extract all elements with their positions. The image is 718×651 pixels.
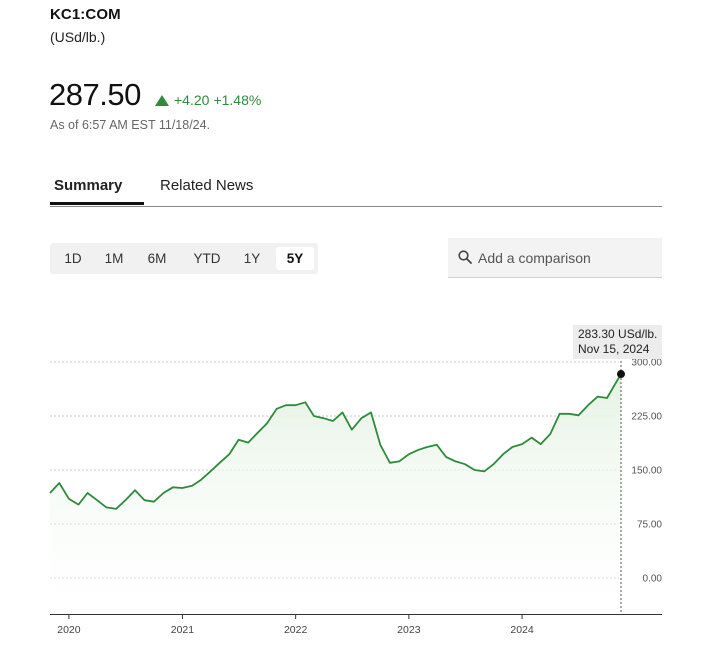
ticker-symbol: KC1:COM — [50, 6, 121, 23]
price-change: +4.20 +1.48% — [155, 92, 261, 108]
last-price: 287.50 — [49, 77, 141, 112]
y-tick-label: 150.00 — [631, 466, 662, 477]
latest-point-marker — [617, 370, 625, 379]
x-tick-label: 2024 — [510, 624, 534, 636]
y-tick-label: 300.00 — [631, 358, 662, 369]
comparison-input[interactable] — [478, 247, 656, 269]
tab-related-news[interactable]: Related News — [160, 177, 254, 194]
range-selector: 1D 1M 6M YTD 1Y 5Y — [50, 243, 318, 274]
up-triangle-icon — [155, 94, 169, 106]
range-6m-button[interactable]: 6M — [147, 251, 167, 266]
x-tick-label: 2023 — [397, 624, 421, 636]
comparison-search[interactable] — [448, 238, 662, 278]
price-line — [49, 373, 622, 510]
as-of-timestamp: As of 6:57 AM EST 11/18/24. — [50, 118, 211, 132]
tab-summary[interactable]: Summary — [54, 177, 123, 194]
price-units: (USd/lb.) — [50, 29, 106, 45]
y-tick-label: 0.00 — [643, 574, 663, 585]
price-area-fill — [50, 374, 621, 614]
range-1d-button[interactable]: 1D — [64, 251, 82, 266]
y-tick-label: 75.00 — [637, 520, 662, 531]
range-1y-button[interactable]: 1Y — [243, 251, 261, 266]
range-1m-button[interactable]: 1M — [104, 251, 124, 266]
x-tick-label: 2022 — [284, 624, 308, 636]
tooltip-value: 283.30 USd/lb. — [578, 327, 658, 341]
tooltip-date: Nov 15, 2024 — [578, 342, 650, 356]
range-5y-button[interactable]: 5Y — [276, 247, 314, 270]
range-ytd-button[interactable]: YTD — [193, 251, 221, 266]
tab-bar: Summary Related News — [50, 166, 662, 207]
x-tick-label: 2021 — [171, 624, 195, 636]
change-percent: +1.48% — [213, 92, 262, 108]
x-tick-label: 2020 — [57, 624, 81, 636]
y-tick-label: 225.00 — [631, 412, 662, 423]
change-value: +4.20 — [174, 92, 210, 108]
chart-tooltip: 283.30 USd/lb. Nov 15, 2024 — [573, 325, 663, 359]
search-icon — [458, 250, 472, 264]
active-tab-indicator — [50, 202, 144, 205]
